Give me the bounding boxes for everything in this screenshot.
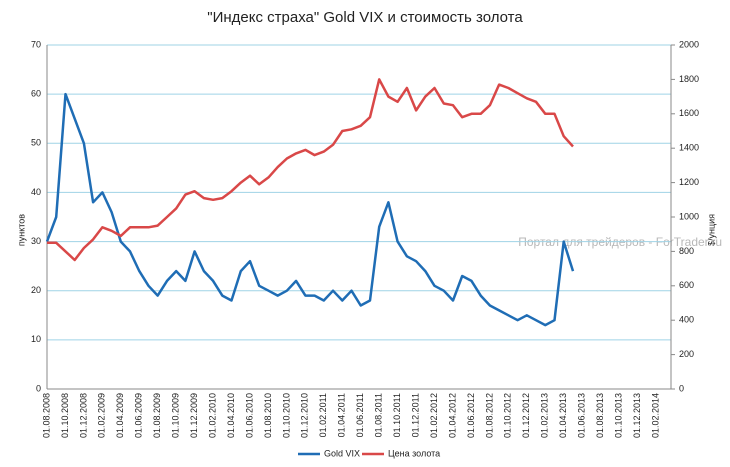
chart-title: "Индекс страха" Gold VIX и стоимость зол… [207,9,523,26]
y-tick-label: 60 [31,89,41,99]
y2-tick-label: 1600 [679,108,699,118]
x-tick-label: 01.12.2010 [300,393,310,438]
x-tick-label: 01.06.2012 [466,393,476,438]
x-tick-label: 01.12.2009 [189,393,199,438]
x-tick-label: 01.02.2012 [429,393,439,438]
x-tick-label: 01.12.2013 [632,393,642,438]
y2-tick-label: 1800 [679,74,699,84]
y-tick-label: 0 [36,383,41,393]
x-tick-label: 01.04.2009 [115,393,125,438]
y-tick-label: 20 [31,285,41,295]
x-tick-label: 01.06.2011 [355,393,365,437]
x-tick-label: 01.02.2014 [650,393,660,438]
x-tick-label: 01.08.2008 [41,393,51,438]
x-tick-label: 01.12.2012 [521,393,531,438]
y2-tick-label: 0 [679,383,684,393]
y2-tick-label: 800 [679,246,694,256]
x-tick-label: 01.02.2010 [207,393,217,438]
y2-tick-label: 400 [679,315,694,325]
x-tick-label: 01.06.2013 [577,393,587,438]
x-tick-label: 01.12.2011 [410,393,420,437]
x-tick-label: 01.08.2009 [152,393,162,438]
x-tick-label: 01.08.2013 [595,393,605,438]
y-tick-label: 10 [31,334,41,344]
x-tick-label: 01.06.2010 [244,393,254,438]
y-axis-label: пунктов [16,214,26,246]
series-line [47,78,574,262]
x-tick-label: 01.10.2010 [281,393,291,438]
x-tick-label: 01.04.2011 [337,393,347,437]
y-tick-label: 70 [31,39,41,49]
y2-axis-label: $/унция [706,214,716,246]
y-tick-label: 40 [31,187,41,197]
x-tick-label: 01.10.2009 [171,393,181,438]
x-tick-label: 01.12.2008 [78,393,88,438]
legend-label: Цена золота [388,448,440,458]
x-tick-label: 01.04.2013 [558,393,568,438]
x-tick-label: 01.10.2013 [613,393,623,438]
x-tick-label: 01.10.2008 [60,393,70,438]
y2-tick-label: 200 [679,349,694,359]
x-tick-label: 01.08.2012 [484,393,494,438]
x-tick-label: 01.02.2013 [540,393,550,438]
x-tick-label: 01.02.2009 [97,393,107,438]
x-tick-label: 01.02.2011 [318,393,328,437]
y2-tick-label: 1200 [679,177,699,187]
x-tick-label: 01.06.2009 [134,393,144,438]
y2-tick-label: 1000 [679,211,699,221]
x-tick-label: 01.08.2011 [374,393,384,437]
y2-tick-label: 600 [679,280,694,290]
legend-label: Gold VIX [324,448,360,458]
x-tick-label: 01.04.2012 [447,393,457,438]
x-tick-label: 01.10.2012 [503,393,513,438]
x-tick-label: 01.10.2011 [392,393,402,437]
y2-tick-label: 1400 [679,143,699,153]
x-tick-label: 01.08.2010 [263,393,273,438]
y-tick-label: 30 [31,236,41,246]
y2-tick-label: 2000 [679,39,699,49]
series-line [45,92,575,327]
y-tick-label: 50 [31,138,41,148]
x-tick-label: 01.04.2010 [226,393,236,438]
